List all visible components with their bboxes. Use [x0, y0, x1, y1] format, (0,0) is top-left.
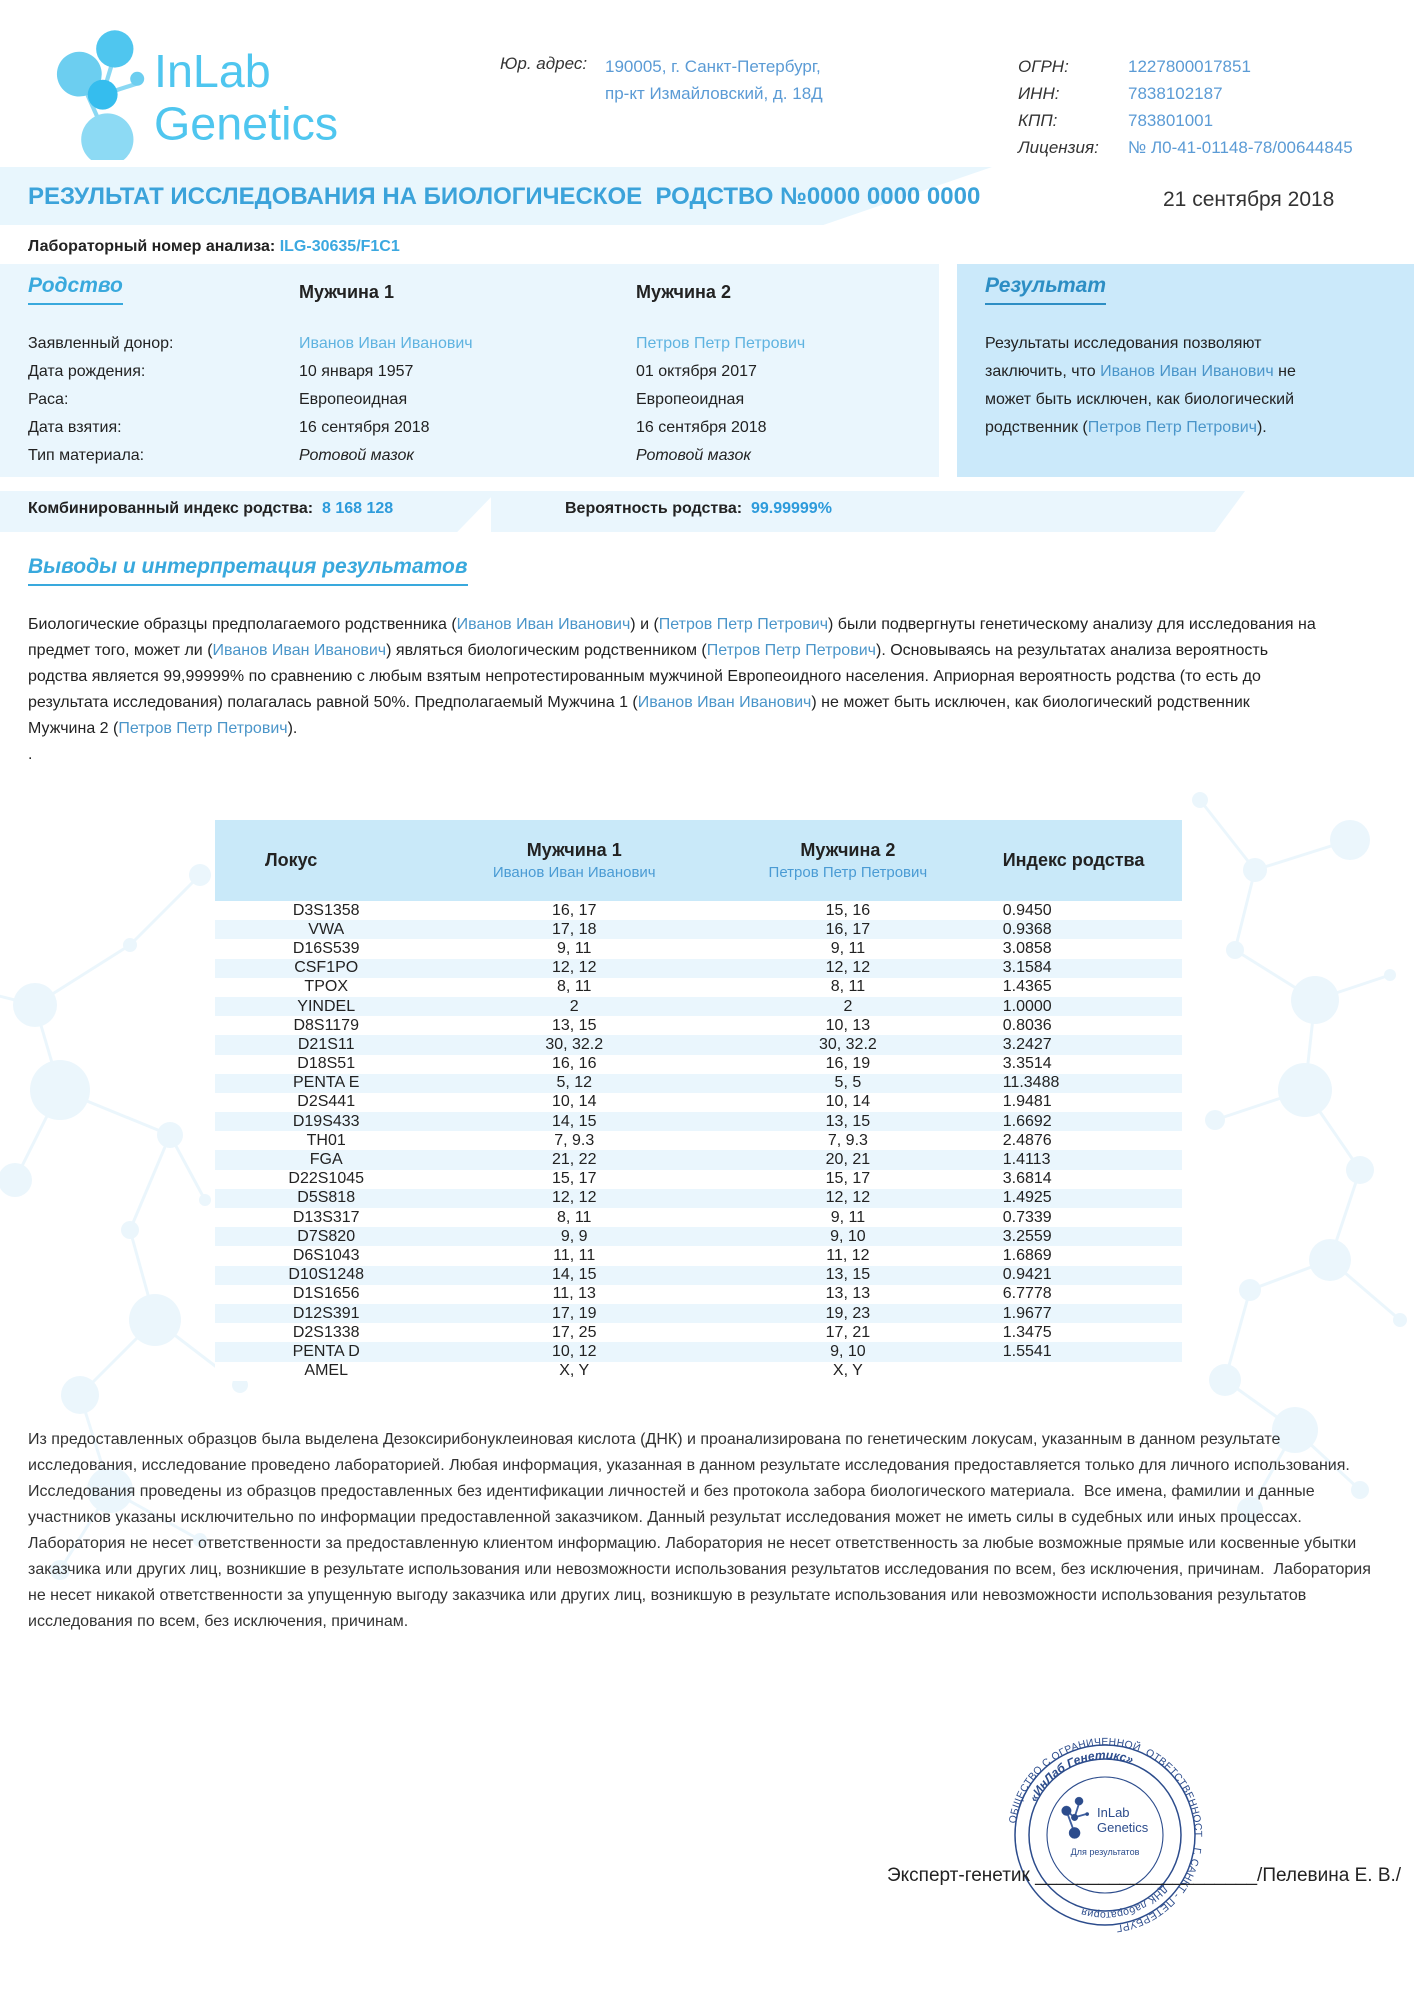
svg-text:Для результатов: Для результатов [1071, 1847, 1140, 1857]
svg-text:«ИнЛаб Генетикс»: «ИнЛаб Генетикс» [1026, 1748, 1135, 1804]
svg-text:InLab: InLab [154, 45, 271, 97]
svg-text:ДНК лаборатория: ДНК лаборатория [1080, 1882, 1171, 1921]
svg-text:InLab: InLab [1097, 1805, 1130, 1820]
svg-text:Genetics: Genetics [1097, 1820, 1149, 1835]
svg-text:Genetics: Genetics [154, 97, 338, 149]
